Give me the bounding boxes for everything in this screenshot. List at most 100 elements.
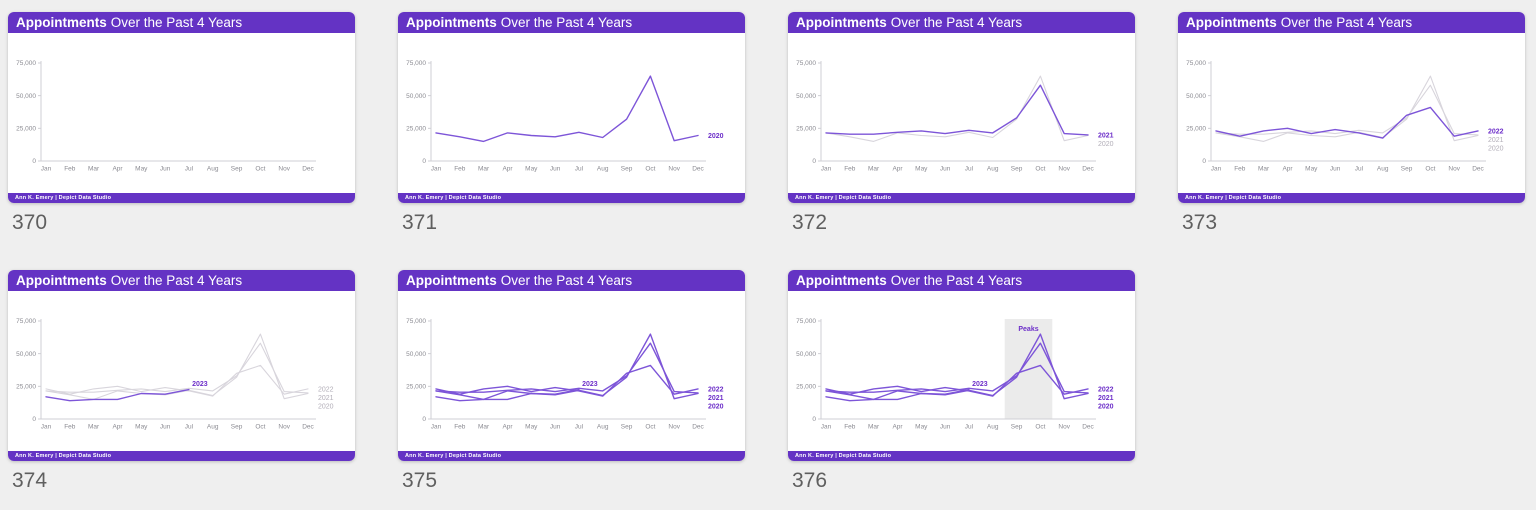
label-2020: 2020 (1488, 145, 1504, 152)
line-2022 (45, 364, 309, 397)
line-2023 (825, 388, 970, 402)
y-axis-label: 0 (1202, 158, 1206, 165)
label-2020: 2020 (1098, 141, 1114, 148)
x-axis-label: Mar (88, 424, 100, 431)
card-title-rest: Over the Past 4 Years (110, 15, 243, 30)
gallery-item: Appointments Over the Past 4 Years 75,000… (398, 12, 745, 234)
x-axis-label: May (1305, 166, 1318, 173)
card-title-bar: Appointments Over the Past 4 Years (8, 270, 355, 291)
card-title-rest: Over the Past 4 Years (500, 15, 633, 30)
card-title-bar: Appointments Over the Past 4 Years (398, 270, 745, 291)
y-axis-label: 25,000 (796, 384, 816, 391)
card-credit-bar: Ann K. Emery | Depict Data Studio (398, 451, 745, 461)
chart-card[interactable]: Appointments Over the Past 4 Years 75,000… (1178, 12, 1525, 203)
line-2021 (1215, 84, 1479, 136)
x-axis-label: May (135, 166, 148, 173)
peaks-label: Peaks (1018, 326, 1038, 333)
card-credit-bar: Ann K. Emery | Depict Data Studio (8, 451, 355, 461)
x-axis-label: Jul (965, 166, 974, 173)
y-axis-label: 50,000 (1186, 93, 1206, 100)
label-2021: 2021 (318, 395, 334, 402)
x-axis-label: Jun (550, 166, 561, 173)
appointments-line-chart: 75,000 50,000 25,000 0 Jan Feb Mar Apr May Jun Jul… (796, 60, 1114, 173)
chart-card[interactable]: Appointments Over the Past 4 Years 75,000… (398, 270, 745, 461)
credit-text: Ann K. Emery | Depict Data Studio (15, 453, 112, 459)
x-axis-label: Sep (1401, 166, 1413, 173)
card-title-bar: Appointments Over the Past 4 Years (1178, 12, 1525, 33)
y-axis-label: 25,000 (796, 126, 816, 133)
x-axis-label: Mar (868, 166, 880, 173)
x-axis-label: Oct (645, 166, 655, 173)
y-axis-label: 50,000 (796, 351, 816, 358)
x-axis-label: Jul (575, 166, 584, 173)
x-axis-label: Jun (160, 424, 171, 431)
card-number: 373 (1182, 211, 1218, 234)
x-axis-label: Jan (821, 424, 832, 431)
label-2021: 2021 (1098, 132, 1114, 139)
x-axis-label: Jul (965, 424, 974, 431)
x-axis-label: Jun (940, 424, 951, 431)
card-number: 370 (12, 211, 48, 234)
card-number: 375 (402, 469, 438, 492)
x-axis-label: Mar (1258, 166, 1270, 173)
credit-text: Ann K. Emery | Depict Data Studio (15, 195, 112, 201)
label-2023: 2023 (972, 381, 988, 388)
x-axis-label: Jul (575, 424, 584, 431)
card-number: 371 (402, 211, 438, 234)
credit-text: Ann K. Emery | Depict Data Studio (405, 453, 502, 459)
y-axis-label: 75,000 (16, 60, 36, 67)
x-axis-label: Feb (454, 166, 466, 173)
label-2020: 2020 (318, 403, 334, 410)
line-2020 (1215, 75, 1479, 142)
x-axis-label: Nov (668, 166, 680, 173)
x-axis-label: Oct (645, 424, 655, 431)
y-axis-label: 25,000 (16, 126, 36, 133)
y-axis-label: 75,000 (796, 318, 816, 325)
card-title-emphasis: Appointments (16, 273, 107, 288)
x-axis-label: Jul (185, 166, 194, 173)
chart-card[interactable]: Appointments Over the Past 4 Years 75,000… (8, 12, 355, 203)
label-2022: 2022 (318, 386, 334, 393)
card-title-emphasis: Appointments (796, 15, 887, 30)
x-axis-label: Apr (112, 424, 123, 431)
x-axis-label: Aug (987, 166, 999, 173)
card-title-emphasis: Appointments (406, 273, 497, 288)
y-axis-label: 75,000 (16, 318, 36, 325)
x-axis-label: Feb (64, 166, 76, 173)
x-axis-label: Jun (550, 424, 561, 431)
y-axis-label: 50,000 (796, 93, 816, 100)
card-title-rest: Over the Past 4 Years (500, 273, 633, 288)
chart-card[interactable]: Appointments Over the Past 4 Years 75,000… (788, 12, 1135, 203)
label-2021: 2021 (1488, 137, 1504, 144)
label-2022: 2022 (1488, 128, 1504, 135)
chart-card[interactable]: Appointments Over the Past 4 Years 75,000… (8, 270, 355, 461)
credit-text: Ann K. Emery | Depict Data Studio (405, 195, 502, 201)
y-axis-label: 75,000 (796, 60, 816, 67)
credit-text: Ann K. Emery | Depict Data Studio (1185, 195, 1282, 201)
x-axis-label: Jul (185, 424, 194, 431)
x-axis-label: Mar (478, 424, 490, 431)
x-axis-label: Apr (892, 424, 903, 431)
chart-card[interactable]: Appointments Over the Past 4 Years Peaks 7… (788, 270, 1135, 461)
x-axis-label: Nov (1448, 166, 1460, 173)
x-axis-label: May (135, 424, 148, 431)
y-axis-label: 0 (812, 158, 816, 165)
card-title-bar: Appointments Over the Past 4 Years (398, 12, 745, 33)
card-title-bar: Appointments Over the Past 4 Years (788, 12, 1135, 33)
x-axis-label: Jul (1355, 166, 1364, 173)
card-number: 374 (12, 469, 48, 492)
x-axis-label: Dec (302, 424, 314, 431)
x-axis-label: Sep (621, 166, 633, 173)
card-title-bar: Appointments Over the Past 4 Years (788, 270, 1135, 291)
x-axis-label: Feb (64, 424, 76, 431)
card-credit-bar: Ann K. Emery | Depict Data Studio (788, 193, 1135, 203)
x-axis-label: Jan (431, 424, 442, 431)
appointments-line-chart: 75,000 50,000 25,000 0 Jan Feb Mar Apr May Jun Jul… (406, 318, 724, 431)
appointments-line-chart: 75,000 50,000 25,000 0 Jan Feb Mar Apr May Jun Jul… (16, 318, 334, 431)
chart-card[interactable]: Appointments Over the Past 4 Years 75,000… (398, 12, 745, 203)
y-axis-label: 0 (32, 158, 36, 165)
x-axis-label: Dec (1082, 424, 1094, 431)
line-2022 (435, 364, 699, 397)
